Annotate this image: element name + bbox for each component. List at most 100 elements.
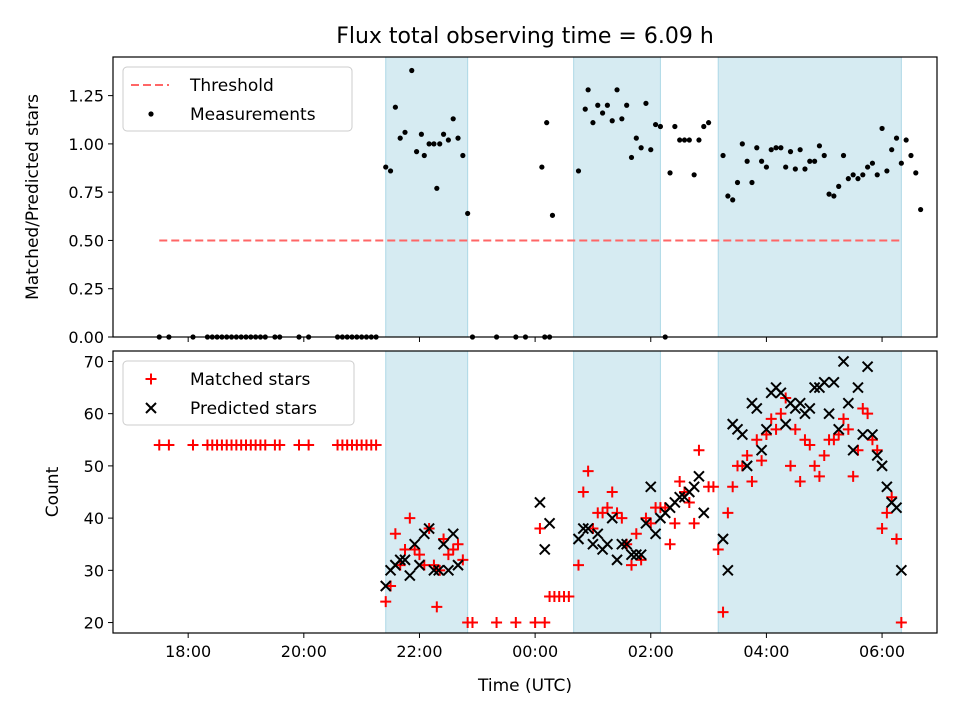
axes-frame — [112, 56, 938, 338]
measurement-point — [440, 131, 447, 137]
predicted-point — [673, 491, 686, 503]
observing-interval — [385, 350, 469, 634]
predicted-point — [577, 522, 590, 535]
predicted-point — [736, 428, 749, 441]
measurement-point — [609, 118, 615, 124]
measurement-point — [434, 185, 440, 191]
matched-point — [765, 413, 777, 425]
matched-point — [606, 486, 618, 498]
matched-point — [746, 476, 758, 488]
matched-point — [187, 439, 199, 451]
measurement-point — [418, 131, 424, 137]
measurement-point — [768, 147, 774, 153]
y-tick-label: 60 — [84, 405, 104, 424]
matched-point — [370, 439, 382, 451]
measurement-point — [845, 176, 851, 182]
predicted-point — [539, 543, 551, 556]
measurement-point — [648, 147, 654, 153]
matched-point — [756, 455, 768, 467]
measurement-point — [821, 152, 827, 159]
y-tick-label: 40 — [84, 509, 104, 528]
measurement-point — [807, 158, 813, 164]
measurement-point — [677, 137, 683, 143]
matched-point — [809, 460, 821, 472]
matched-point — [428, 559, 440, 571]
matched-point — [727, 481, 739, 493]
matched-point — [780, 392, 792, 404]
predicted-point — [881, 481, 893, 493]
predicted-point — [630, 548, 643, 561]
predicted-point — [572, 533, 585, 545]
matched-point — [760, 429, 772, 441]
measurement-point — [734, 179, 741, 186]
matched-point — [838, 413, 850, 425]
observing-interval — [717, 350, 902, 634]
predicted-point — [722, 564, 734, 577]
predicted-point — [635, 548, 647, 561]
matched-point — [577, 486, 589, 498]
matched-point — [881, 507, 893, 519]
matched-point — [751, 434, 763, 446]
matched-point — [891, 533, 903, 545]
predicted-point — [741, 460, 753, 472]
measurement-point — [633, 135, 639, 141]
measurement-point — [874, 172, 880, 178]
measurement-point — [455, 135, 461, 141]
y-axis-label: Matched/Predicted stars — [23, 94, 43, 300]
matched-point — [794, 476, 806, 488]
measurement-point — [638, 145, 644, 151]
measurement-point — [749, 179, 755, 186]
measurement-point — [652, 121, 659, 128]
predicted-point — [625, 548, 638, 561]
matched-point — [601, 502, 613, 514]
predicted-point — [755, 444, 768, 456]
predicted-point — [804, 402, 816, 415]
matched-point — [664, 538, 676, 550]
x-tick-label: 00:00 — [512, 642, 558, 661]
matched-point — [438, 533, 450, 545]
matched-point — [866, 434, 878, 446]
predicted-point — [447, 528, 459, 540]
matched-point — [431, 601, 443, 613]
observing-interval — [385, 56, 469, 338]
matched-point — [688, 517, 700, 529]
matched-point — [818, 449, 830, 461]
measurement-point — [595, 102, 601, 108]
matched-point — [534, 523, 546, 535]
matched-point — [457, 554, 469, 566]
predicted-point — [693, 470, 705, 483]
predicted-point — [399, 554, 411, 566]
measurement-point — [855, 176, 861, 182]
predicted-point — [645, 481, 657, 493]
measurement-point — [544, 120, 550, 126]
measurement-point — [431, 141, 437, 147]
measurement-point — [898, 160, 904, 166]
measurement-point — [865, 164, 871, 170]
matched-point — [611, 507, 623, 519]
matched-point — [413, 549, 425, 561]
predicted-point — [760, 423, 773, 436]
measurement-point — [402, 129, 408, 135]
legend-box — [122, 66, 353, 132]
predicted-point — [698, 507, 710, 519]
measurement-point — [445, 137, 451, 143]
matched-point — [871, 444, 883, 456]
matched-point — [674, 476, 686, 488]
measurement-point — [614, 87, 620, 93]
measurement-point — [421, 152, 427, 159]
measurement-point — [908, 152, 914, 159]
predicted-point — [861, 360, 874, 373]
predicted-point — [866, 428, 879, 441]
measurement-point — [850, 172, 856, 178]
predicted-point — [871, 449, 883, 462]
matched-point — [876, 523, 888, 535]
x-tick-label: 06:00 — [859, 642, 905, 661]
measurement-point — [758, 158, 765, 164]
measurement-point — [686, 137, 692, 143]
matched-point — [630, 528, 642, 540]
predicted-point — [823, 407, 835, 420]
matched-point — [293, 439, 305, 451]
predicted-point — [828, 376, 840, 389]
measurement-point — [792, 166, 798, 172]
matched-point — [828, 434, 840, 446]
